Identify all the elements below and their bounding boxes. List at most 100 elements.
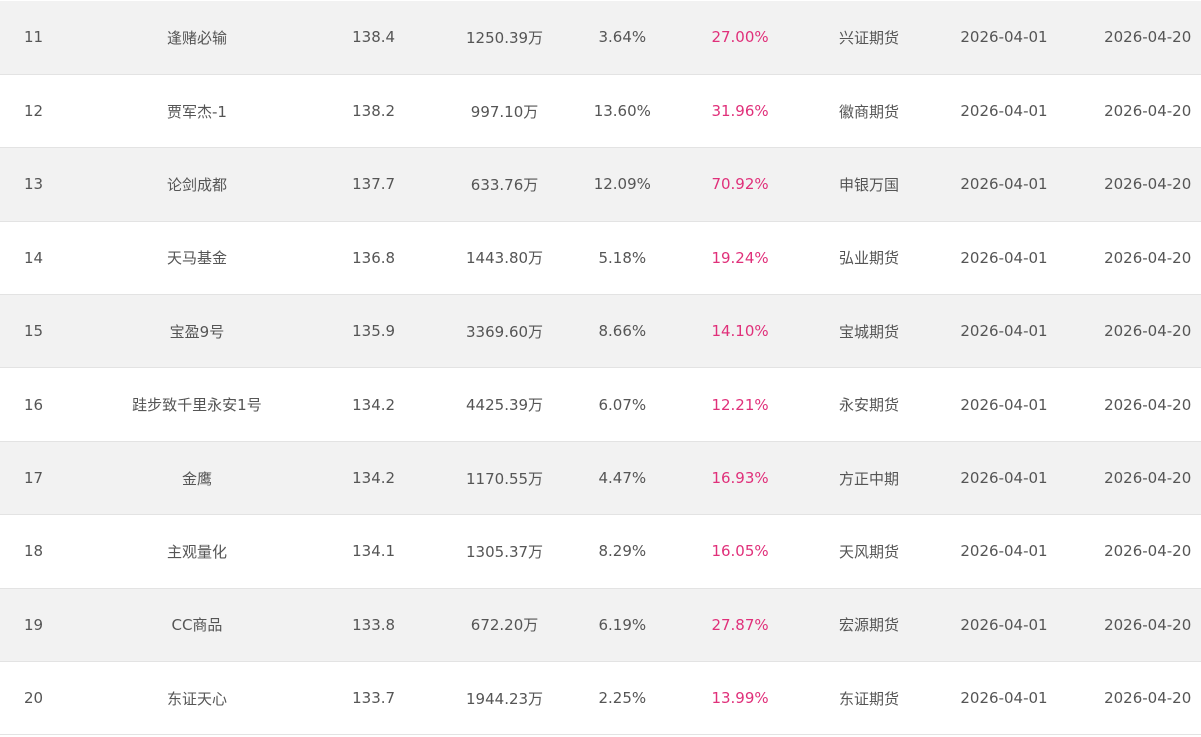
cell-company: 徽商期货 <box>838 102 899 121</box>
cell-rate: 14.10% <box>711 322 769 341</box>
cell-rate: 19.24% <box>711 248 769 267</box>
cell-score: 134.2 <box>352 469 396 488</box>
cell-pct: 13.60% <box>593 102 651 121</box>
cell-rank: 12 <box>23 102 44 121</box>
cell-start: 2026-04-01 <box>960 248 1048 267</box>
table-row[interactable]: 12 贾军杰-1 138.2 997.10万 13.60% 31.96% 徽商期货 2026-… <box>0 74 1201 148</box>
cell-amount: 1443.80万 <box>466 249 544 268</box>
cell-pct: 4.47% <box>598 469 647 488</box>
cell-score: 136.8 <box>352 248 396 267</box>
cell-rate: 70.92% <box>711 175 769 194</box>
cell-name[interactable]: 跬步致千里永安1号 <box>132 396 262 415</box>
cell-rate: 27.87% <box>711 615 769 634</box>
cell-company: 永安期货 <box>838 396 899 415</box>
table-row[interactable]: 18 主观量化 134.1 1305.37万 8.29% 16.05% 天风期货 2026-0… <box>0 515 1201 589</box>
cell-rate: 16.93% <box>711 469 769 488</box>
cell-rank: 19 <box>23 615 44 634</box>
cell-amount: 1944.23万 <box>466 689 544 708</box>
cell-pct: 8.66% <box>598 322 647 341</box>
cell-end: 2026-04-20 <box>1104 469 1192 488</box>
cell-name[interactable]: 宝盈9号 <box>169 322 225 341</box>
cell-pct: 6.19% <box>598 615 647 634</box>
cell-name[interactable]: 东证天心 <box>166 689 227 708</box>
cell-start: 2026-04-01 <box>960 175 1048 194</box>
cell-score: 134.2 <box>352 395 396 414</box>
cell-rank: 16 <box>23 395 44 414</box>
table-row[interactable]: 20 东证天心 133.7 1944.23万 2.25% 13.99% 东证期货 2026-0… <box>0 662 1201 735</box>
cell-pct: 5.18% <box>598 248 647 267</box>
cell-score: 133.8 <box>352 615 396 634</box>
cell-score: 137.7 <box>352 175 396 194</box>
cell-pct: 6.07% <box>598 395 647 414</box>
cell-company: 兴证期货 <box>838 28 899 47</box>
cell-start: 2026-04-01 <box>960 469 1048 488</box>
cell-end: 2026-04-20 <box>1104 395 1192 414</box>
cell-end: 2026-04-20 <box>1104 102 1192 121</box>
cell-pct: 8.29% <box>598 542 647 561</box>
table-row[interactable]: 13 论剑成都 137.7 633.76万 12.09% 70.92% 申银万国 2026-0… <box>0 147 1201 222</box>
table-row[interactable]: 14 天马基金 136.8 1443.80万 5.18% 19.24% 弘业期货 2026-0… <box>0 221 1201 295</box>
cell-start: 2026-04-01 <box>960 395 1048 414</box>
cell-start: 2026-04-01 <box>960 322 1048 341</box>
cell-rate: 31.96% <box>711 102 769 121</box>
cell-rank: 11 <box>23 28 44 47</box>
cell-name[interactable]: 金鹰 <box>181 469 212 488</box>
cell-score: 133.7 <box>352 689 396 708</box>
cell-rate: 13.99% <box>711 689 769 708</box>
cell-name[interactable]: CC商品 <box>171 616 223 635</box>
cell-amount: 672.20万 <box>470 616 539 635</box>
cell-amount: 1250.39万 <box>466 28 544 47</box>
cell-amount: 1170.55万 <box>466 469 544 488</box>
table-row[interactable]: 17 金鹰 134.2 1170.55万 4.47% 16.93% 方正中期 2026-04-… <box>0 441 1201 515</box>
cell-start: 2026-04-01 <box>960 542 1048 561</box>
cell-name[interactable]: 逢赌必输 <box>166 28 227 47</box>
cell-end: 2026-04-20 <box>1104 248 1192 267</box>
table-row[interactable]: 15 宝盈9号 135.9 3369.60万 8.66% 14.10% 宝城期货 2026-0… <box>0 294 1201 368</box>
cell-pct: 12.09% <box>593 175 651 194</box>
cell-end: 2026-04-20 <box>1104 175 1192 194</box>
cell-rate: 27.00% <box>711 28 769 47</box>
cell-start: 2026-04-01 <box>960 615 1048 634</box>
table-row[interactable]: 11 逢赌必输 138.4 1250.39万 3.64% 27.00% 兴证期货 2026-0… <box>0 1 1201 75</box>
cell-end: 2026-04-20 <box>1104 28 1192 47</box>
cell-end: 2026-04-20 <box>1104 615 1192 634</box>
cell-end: 2026-04-20 <box>1104 322 1192 341</box>
cell-company: 弘业期货 <box>838 249 899 268</box>
cell-amount: 997.10万 <box>470 102 539 121</box>
cell-end: 2026-04-20 <box>1104 542 1192 561</box>
cell-score: 134.1 <box>352 542 396 561</box>
cell-name[interactable]: 贾军杰-1 <box>166 102 227 121</box>
cell-rank: 15 <box>23 322 44 341</box>
cell-amount: 633.76万 <box>470 175 539 194</box>
cell-company: 宝城期货 <box>838 322 899 341</box>
cell-rank: 14 <box>23 248 44 267</box>
cell-rank: 13 <box>23 175 44 194</box>
cell-start: 2026-04-01 <box>960 102 1048 121</box>
cell-amount: 3369.60万 <box>466 322 544 341</box>
cell-end: 2026-04-20 <box>1104 689 1192 708</box>
cell-company: 东证期货 <box>838 689 899 708</box>
cell-rate: 16.05% <box>711 542 769 561</box>
cell-name[interactable]: 主观量化 <box>166 542 227 561</box>
cell-score: 138.4 <box>352 28 396 47</box>
cell-pct: 2.25% <box>598 689 647 708</box>
table-row[interactable]: 19 CC商品 133.8 672.20万 6.19% 27.87% 宏源期货 2026-04… <box>0 588 1201 662</box>
cell-start: 2026-04-01 <box>960 689 1048 708</box>
cell-amount: 1305.37万 <box>466 542 544 561</box>
cell-name[interactable]: 论剑成都 <box>166 175 227 194</box>
cell-rank: 17 <box>23 469 44 488</box>
cell-pct: 3.64% <box>598 28 647 47</box>
cell-amount: 4425.39万 <box>466 396 544 415</box>
cell-company: 方正中期 <box>838 469 899 488</box>
cell-score: 135.9 <box>352 322 396 341</box>
cell-rate: 12.21% <box>711 395 769 414</box>
table-row[interactable]: 16 跬步致千里永安1号 134.2 4425.39万 6.07% 12.21% 永安期货 2… <box>0 368 1201 442</box>
cell-company: 申银万国 <box>838 175 899 194</box>
cell-name[interactable]: 天马基金 <box>166 249 227 268</box>
cell-rank: 18 <box>23 542 44 561</box>
cell-start: 2026-04-01 <box>960 28 1048 47</box>
cell-company: 天风期货 <box>838 542 899 561</box>
cell-rank: 20 <box>23 689 44 708</box>
cell-company: 宏源期货 <box>838 616 899 635</box>
